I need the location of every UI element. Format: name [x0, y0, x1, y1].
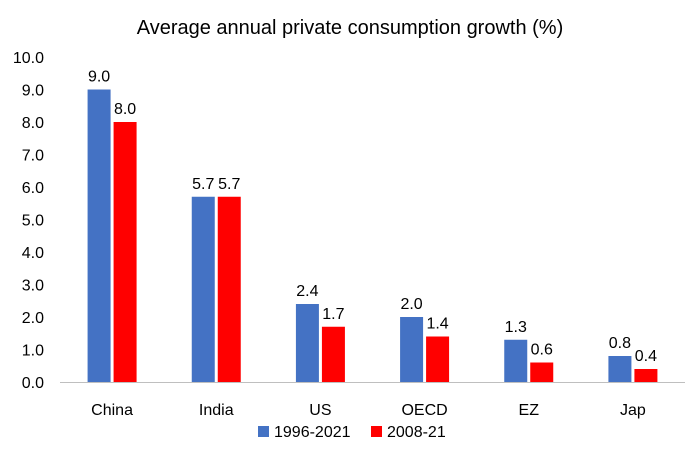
y-axis: 0.0 1.0 2.0 3.0 4.0 5.0 6.0 7.0 8.0 9.0 10.0: [13, 50, 44, 392]
y-tick-label: 3.0: [22, 278, 44, 295]
bar-china-series-2: [113, 122, 137, 382]
data-label: 1.3: [505, 319, 527, 336]
y-tick-label: 4.0: [22, 245, 44, 262]
y-tick-label: 2.0: [22, 310, 44, 327]
data-label: 0.8: [609, 335, 631, 352]
x-category-label: US: [309, 402, 331, 419]
data-label: 0.4: [635, 348, 657, 365]
bar-ez-series-1: [504, 339, 528, 382]
bar-jap-series-1: [608, 356, 632, 382]
data-labels: 9.08.0 5.7 5.7 2.41.7 2.01.4 1.30.6 0.80.4: [88, 69, 657, 366]
x-category-label: Jap: [620, 402, 646, 419]
legend-swatch: [371, 426, 382, 437]
bar-india-series-2: [217, 196, 241, 382]
x-axis: China India US OECD EZ Jap: [91, 402, 646, 419]
bars: [87, 89, 658, 382]
y-tick-label: 9.0: [22, 83, 44, 100]
bar-oecd-series-1: [400, 317, 424, 382]
bar-china-series-1: [87, 89, 111, 382]
bar-us-series-2: [321, 326, 345, 382]
y-tick-label: 0.0: [22, 375, 44, 392]
bar-oecd-series-2: [426, 336, 450, 382]
data-label: 0.6: [531, 342, 553, 359]
data-label: 5.7: [218, 176, 240, 193]
legend-swatch: [258, 426, 269, 437]
x-category-label: EZ: [519, 402, 540, 419]
bar-us-series-1: [295, 304, 319, 382]
y-tick-label: 7.0: [22, 148, 44, 165]
data-label: 2.4: [296, 283, 318, 300]
legend-label: 2008-21: [387, 424, 446, 441]
legend-label: 1996-2021: [274, 424, 351, 441]
y-tick-label: 5.0: [22, 213, 44, 230]
bar-jap-series-2: [634, 369, 658, 382]
x-category-label: OECD: [401, 402, 447, 419]
data-label: 5.7: [192, 176, 214, 193]
data-label: 1.7: [322, 306, 344, 323]
chart-title: Average annual private consumption growt…: [137, 17, 564, 39]
y-tick-label: 8.0: [22, 115, 44, 132]
data-label: 9.0: [88, 69, 110, 86]
data-label: 1.4: [426, 316, 448, 333]
bar-ez-series-2: [530, 362, 554, 382]
y-tick-label: 10.0: [13, 50, 44, 67]
legend: 1996-2021 2008-21: [258, 424, 446, 441]
data-label: 8.0: [114, 101, 136, 118]
x-category-label: China: [91, 402, 133, 419]
bar-india-series-1: [191, 196, 215, 382]
data-label: 2.0: [400, 296, 422, 313]
y-tick-label: 1.0: [22, 343, 44, 360]
y-tick-label: 6.0: [22, 180, 44, 197]
x-category-label: India: [199, 402, 234, 419]
